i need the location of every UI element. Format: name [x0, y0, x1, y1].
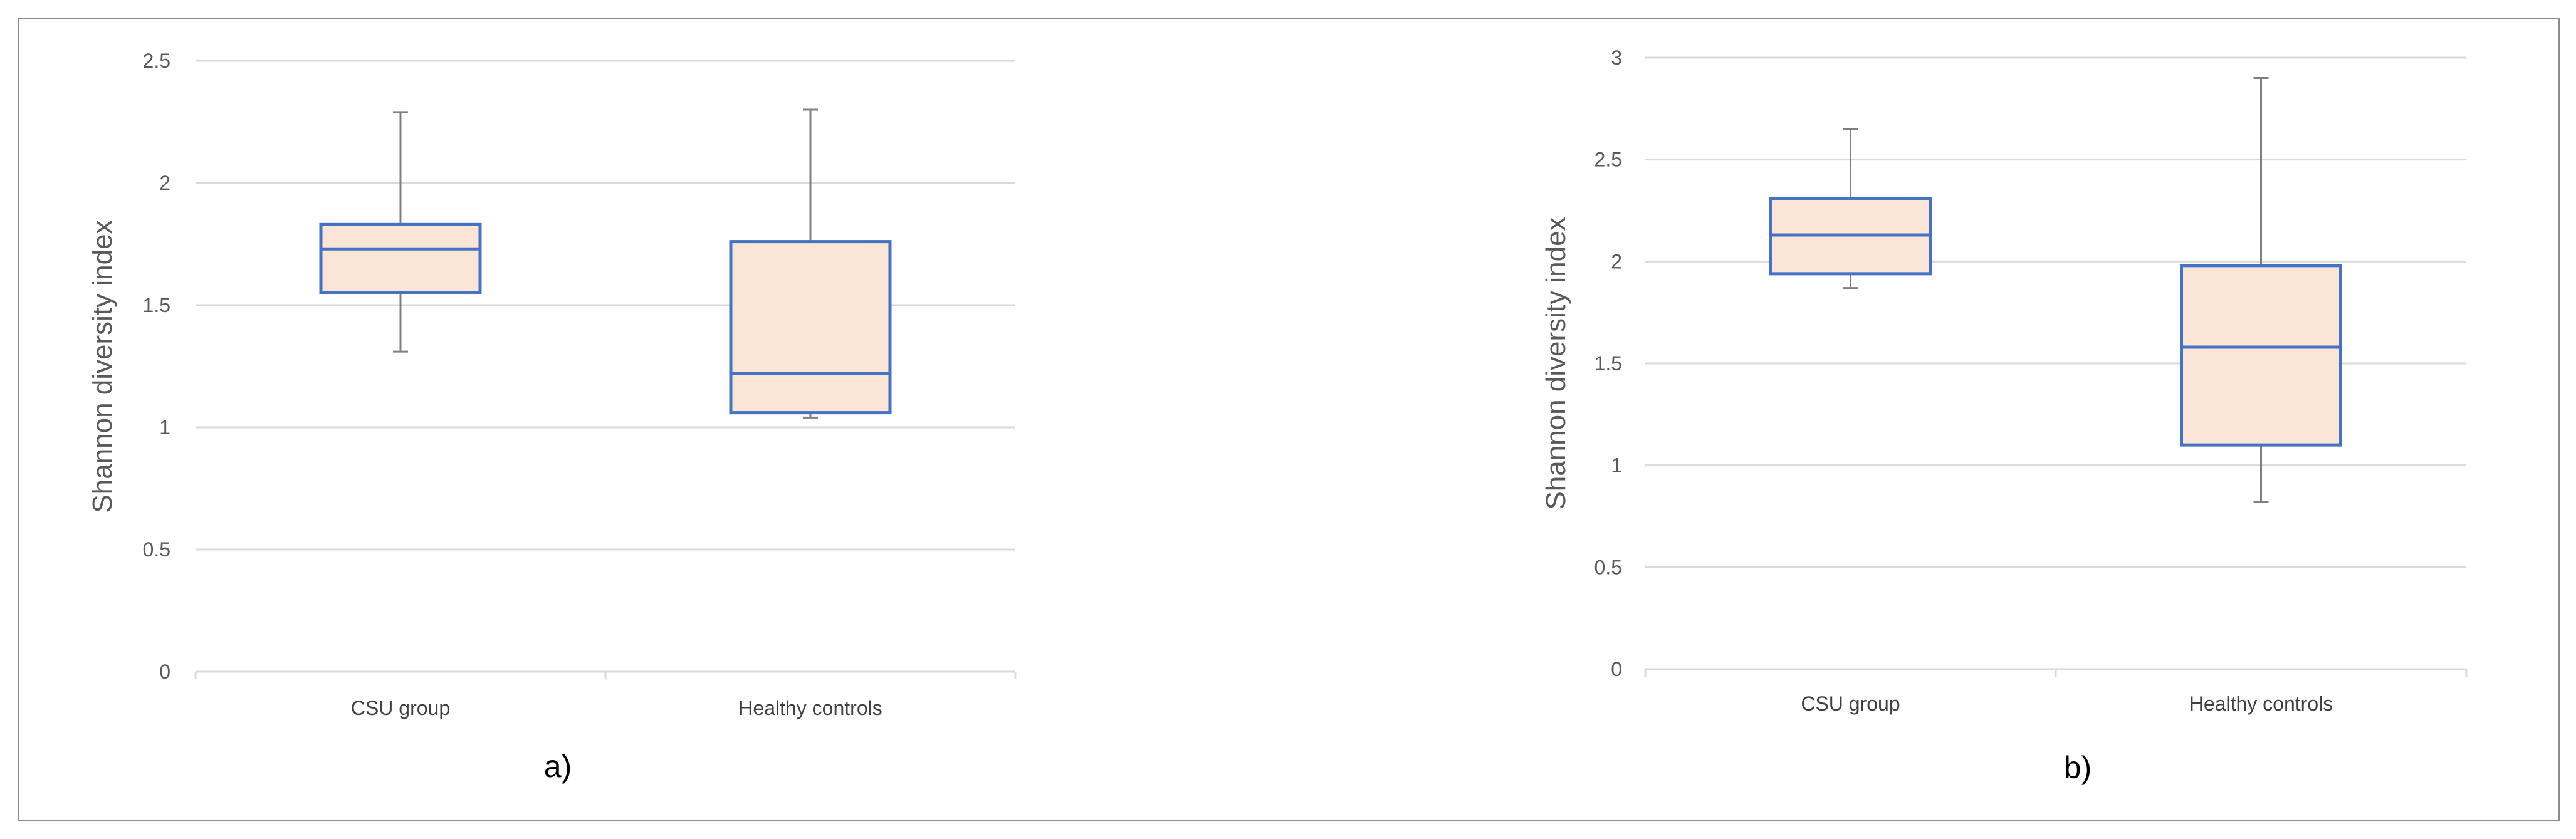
y-tick-label: 2	[1611, 250, 1622, 273]
box-iqr	[729, 240, 892, 415]
box-iqr	[319, 222, 482, 294]
y-tick-label: 0.5	[143, 538, 170, 561]
box-iqr	[2180, 264, 2342, 447]
y-axis-title: Shannon diversity index	[87, 220, 118, 513]
y-tick-label: 2	[159, 172, 170, 194]
x-category-label: Healthy controls	[2189, 692, 2333, 715]
y-tick-label: 1	[159, 416, 170, 439]
y-axis-title: Shannon diversity index	[1541, 217, 1571, 509]
y-tick-label: 0	[1611, 658, 1622, 680]
x-category-label: Healthy controls	[738, 697, 882, 719]
y-tick-label: 2.5	[1594, 149, 1622, 171]
y-tick-label: 0.5	[1594, 556, 1622, 578]
y-tick-label: 1.5	[1594, 352, 1622, 375]
panel-label: a)	[544, 749, 572, 784]
x-category-label: CSU group	[351, 697, 450, 719]
panel-label: b)	[2064, 750, 2092, 785]
y-tick-label: 2.5	[143, 50, 170, 72]
y-tick-label: 0	[159, 660, 170, 683]
x-category-label: CSU group	[1801, 692, 1900, 715]
figure-frame	[18, 18, 2560, 821]
y-tick-label: 1.5	[143, 294, 170, 316]
y-tick-label: 1	[1611, 454, 1622, 477]
y-tick-label: 3	[1611, 46, 1622, 69]
